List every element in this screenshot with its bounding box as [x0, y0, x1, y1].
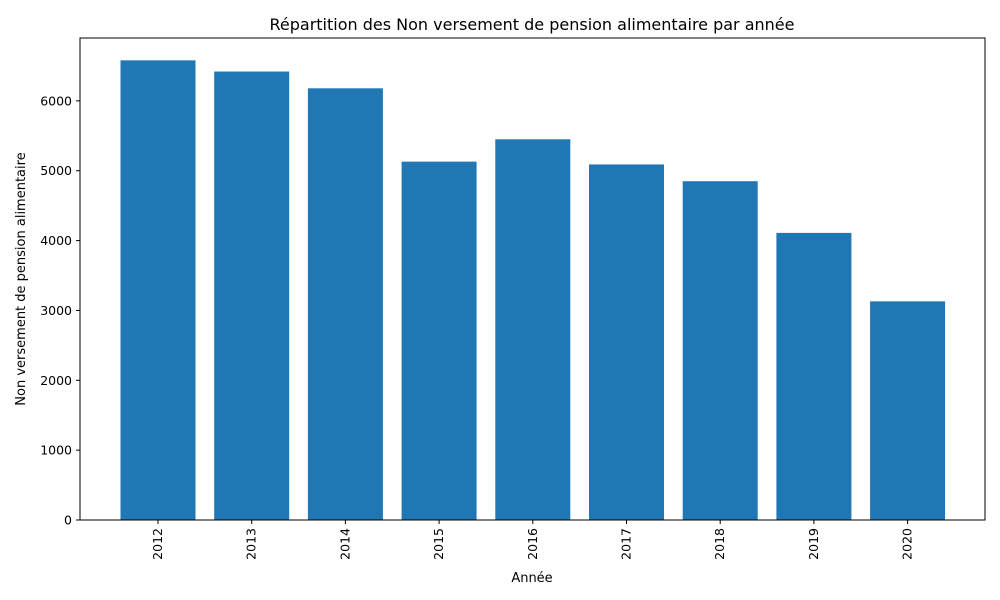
y-tick-label: 1000 [40, 443, 72, 458]
bar-2015 [401, 161, 477, 520]
x-tick-label: 2014 [337, 528, 352, 560]
bar-2019 [776, 232, 852, 521]
bar-2013 [214, 71, 290, 521]
x-tick-label: 2016 [525, 528, 540, 560]
bar-2016 [495, 139, 571, 520]
x-tick-label: 2013 [244, 528, 259, 560]
x-axis-ticks: 2012 2013 2014 2015 2016 2017 2018 2019 2020 [150, 520, 915, 560]
x-tick-label: 2018 [712, 528, 727, 560]
x-tick-label: 2015 [431, 528, 446, 560]
x-tick-label: 2019 [806, 528, 821, 560]
bar-2020 [870, 301, 946, 520]
y-axis-title: Non versement de pension alimentaire [14, 152, 29, 405]
y-tick-label: 5000 [40, 163, 72, 178]
y-axis-ticks: 0 1000 2000 3000 4000 5000 6000 [40, 93, 80, 528]
plot-frame [79, 37, 986, 521]
bar-2018 [682, 181, 758, 521]
y-tick-label: 2000 [40, 373, 72, 388]
bar-2014 [307, 88, 383, 520]
y-tick-label: 4000 [40, 233, 72, 248]
y-tick-label: 0 [64, 513, 72, 528]
x-tick-label: 2012 [150, 528, 165, 560]
x-tick-label: 2020 [900, 528, 915, 560]
x-tick-label: 2017 [619, 528, 634, 560]
y-tick-label: 3000 [40, 303, 72, 318]
bar-2012 [120, 60, 196, 520]
bar-2017 [589, 164, 664, 520]
y-tick-label: 6000 [40, 93, 72, 108]
x-axis-title: Année [511, 571, 552, 586]
chart-title: Répartition des Non versement de pension… [269, 15, 794, 34]
bars-group [120, 60, 946, 521]
